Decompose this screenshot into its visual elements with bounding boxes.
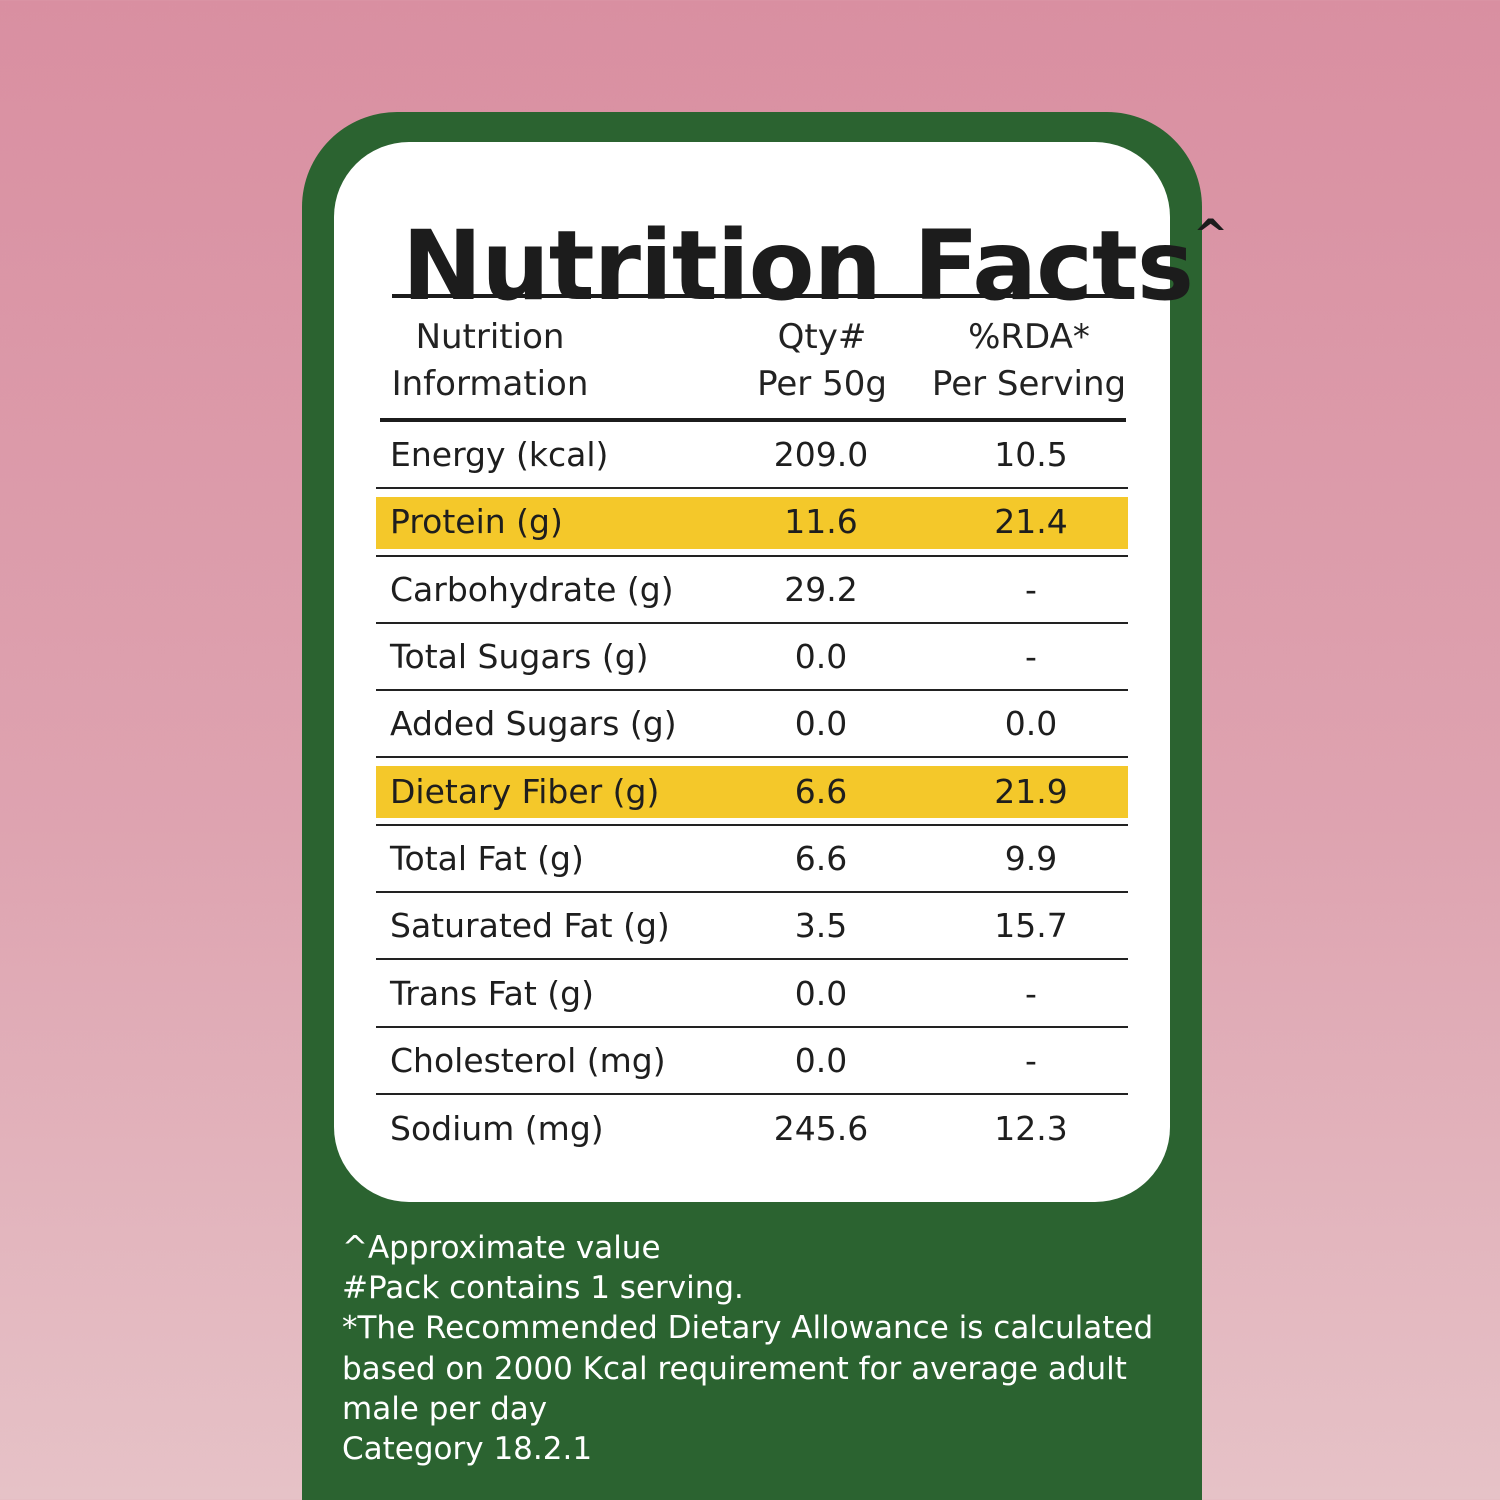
nutrient-qty: 0.0 — [794, 637, 848, 677]
nutrient-rda: - — [1025, 973, 1037, 1013]
header-rda: %RDA* Per Serving — [924, 314, 1134, 408]
header-qty: Qty# Per 50g — [722, 314, 922, 408]
header-line: Per 50g — [757, 364, 887, 404]
title-text: Nutrition Facts — [402, 210, 1194, 322]
table-row: Saturated Fat (g) 3.5 15.7 — [376, 893, 1128, 961]
nutrient-name: Saturated Fat (g) — [390, 906, 670, 946]
nutrient-rda: 9.9 — [1004, 838, 1058, 878]
title-divider — [392, 294, 1128, 298]
header-nutrition-information: Nutrition Information — [390, 314, 590, 408]
nutrient-rda: 21.4 — [994, 502, 1068, 542]
nutrient-name: Carbohydrate (g) — [390, 569, 674, 609]
header-divider — [380, 418, 1126, 422]
nutrient-rda: - — [1025, 637, 1037, 677]
nutrient-qty: 0.0 — [794, 973, 848, 1013]
nutrient-rda: - — [1025, 1040, 1037, 1080]
title-mark: ^ — [1193, 210, 1228, 259]
nutrient-name: Trans Fat (g) — [390, 973, 594, 1013]
footnote: based on 2000 Kcal requirement for avera… — [342, 1350, 1127, 1387]
nutrient-qty: 11.6 — [784, 502, 858, 542]
nutrient-name: Cholesterol (mg) — [390, 1040, 666, 1080]
nutrient-rda: 21.9 — [994, 771, 1068, 811]
nutrient-qty: 0.0 — [794, 1040, 848, 1080]
nutrient-name: Total Fat (g) — [390, 838, 584, 878]
table-row: Sodium (mg) 245.6 12.3 — [376, 1095, 1128, 1162]
nutrient-name: Total Sugars (g) — [390, 637, 649, 677]
header-line: Information — [391, 364, 589, 404]
nutrition-panel: Nutrition Facts^ Nutrition Information Q… — [302, 112, 1228, 1500]
nutrient-qty: 29.2 — [784, 569, 858, 609]
nutrient-qty: 6.6 — [794, 838, 848, 878]
table-row: Dietary Fiber (g) 6.6 21.9 — [376, 758, 1128, 826]
footnote: male per day — [342, 1390, 548, 1427]
header-line: Per Serving — [931, 364, 1127, 404]
nutrient-rda: - — [1025, 569, 1037, 609]
footnote: #Pack contains 1 serving. — [342, 1270, 744, 1307]
footnote: Category 18.2.1 — [342, 1431, 593, 1468]
table-row: Total Sugars (g) 0.0 - — [376, 624, 1128, 692]
nutrition-table: Energy (kcal) 209.0 10.5 Protein (g) 11.… — [376, 422, 1128, 1162]
nutrient-rda: 0.0 — [1004, 704, 1058, 744]
header-line: Qty# — [777, 317, 867, 357]
nutrient-qty: 245.6 — [773, 1109, 869, 1149]
page-title: Nutrition Facts^ — [402, 214, 1228, 315]
nutrient-qty: 6.6 — [794, 771, 848, 811]
nutrient-name: Dietary Fiber (g) — [390, 771, 660, 811]
nutrient-rda: 10.5 — [994, 435, 1068, 475]
table-row: Cholesterol (mg) 0.0 - — [376, 1028, 1128, 1095]
nutrient-rda: 12.3 — [994, 1109, 1068, 1149]
footnote: ^Approximate value — [342, 1230, 661, 1266]
nutrient-name: Sodium (mg) — [390, 1109, 604, 1149]
header-line: %RDA* — [968, 317, 1090, 357]
table-row: Carbohydrate (g) 29.2 - — [376, 557, 1128, 624]
nutrition-card: Nutrition Facts^ Nutrition Information Q… — [334, 142, 1228, 1202]
table-row: Total Fat (g) 6.6 9.9 — [376, 826, 1128, 894]
table-row: Trans Fat (g) 0.0 - — [376, 960, 1128, 1028]
nutrient-qty: 0.0 — [794, 704, 848, 744]
nutrient-name: Protein (g) — [390, 502, 563, 542]
table-row: Energy (kcal) 209.0 10.5 — [376, 422, 1128, 490]
nutrient-name: Energy (kcal) — [390, 435, 609, 475]
footnote: *The Recommended Dietary Allowance is ca… — [342, 1310, 1154, 1347]
nutrient-name: Added Sugars (g) — [390, 704, 677, 744]
nutrient-qty: 209.0 — [773, 435, 869, 475]
table-row: Added Sugars (g) 0.0 0.0 — [376, 691, 1128, 759]
footnotes: ^Approximate value #Pack contains 1 serv… — [342, 1228, 1182, 1469]
nutrient-qty: 3.5 — [794, 906, 848, 946]
header-line: Nutrition — [415, 317, 565, 357]
table-row: Protein (g) 11.6 21.4 — [376, 489, 1128, 557]
nutrient-rda: 15.7 — [994, 906, 1068, 946]
